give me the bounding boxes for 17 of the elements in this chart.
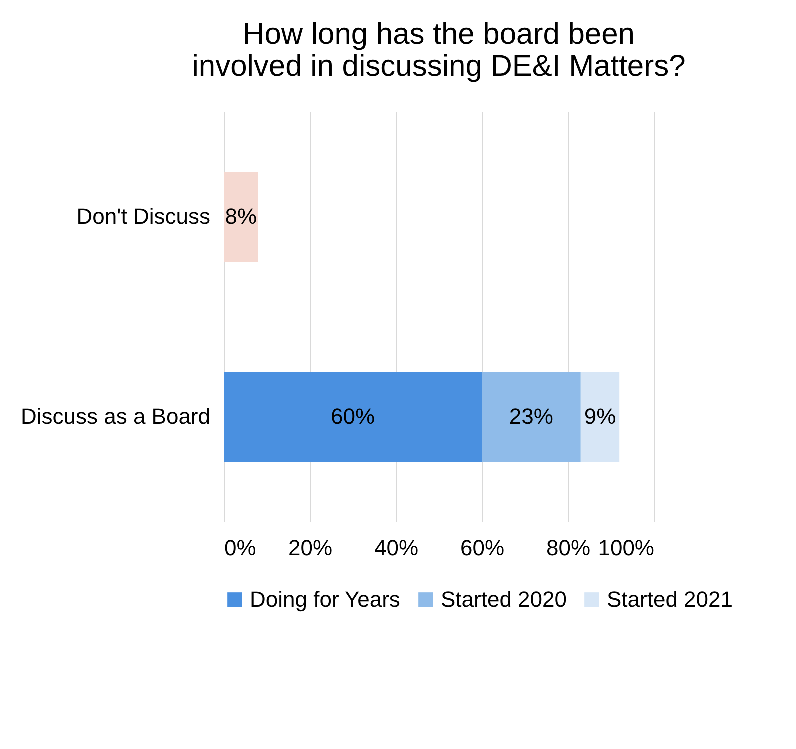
data-label: 8% bbox=[225, 204, 258, 229]
data-label: 9% bbox=[584, 404, 616, 429]
legend-label: Doing for Years bbox=[250, 587, 400, 612]
data-label: 60% bbox=[330, 404, 376, 429]
data-label: 23% bbox=[509, 404, 554, 429]
x-tick-label: 80% bbox=[546, 536, 591, 560]
y-tick-label: Discuss as a Board bbox=[20, 404, 210, 429]
legend-label: Started 2020 bbox=[441, 587, 567, 612]
x-tick-label: 20% bbox=[288, 536, 333, 560]
x-tick-label: 100% bbox=[598, 536, 654, 560]
text: involved in discussing DE&I Matters? bbox=[192, 50, 686, 83]
x-tick-label: 0% bbox=[224, 536, 256, 560]
legend-label: Started 2021 bbox=[607, 587, 733, 612]
x-tick-label: 60% bbox=[460, 536, 505, 560]
y-tick-label: Don't Discuss bbox=[76, 204, 210, 229]
text: How long has the board been bbox=[243, 18, 635, 51]
x-tick-label: 40% bbox=[374, 536, 419, 560]
